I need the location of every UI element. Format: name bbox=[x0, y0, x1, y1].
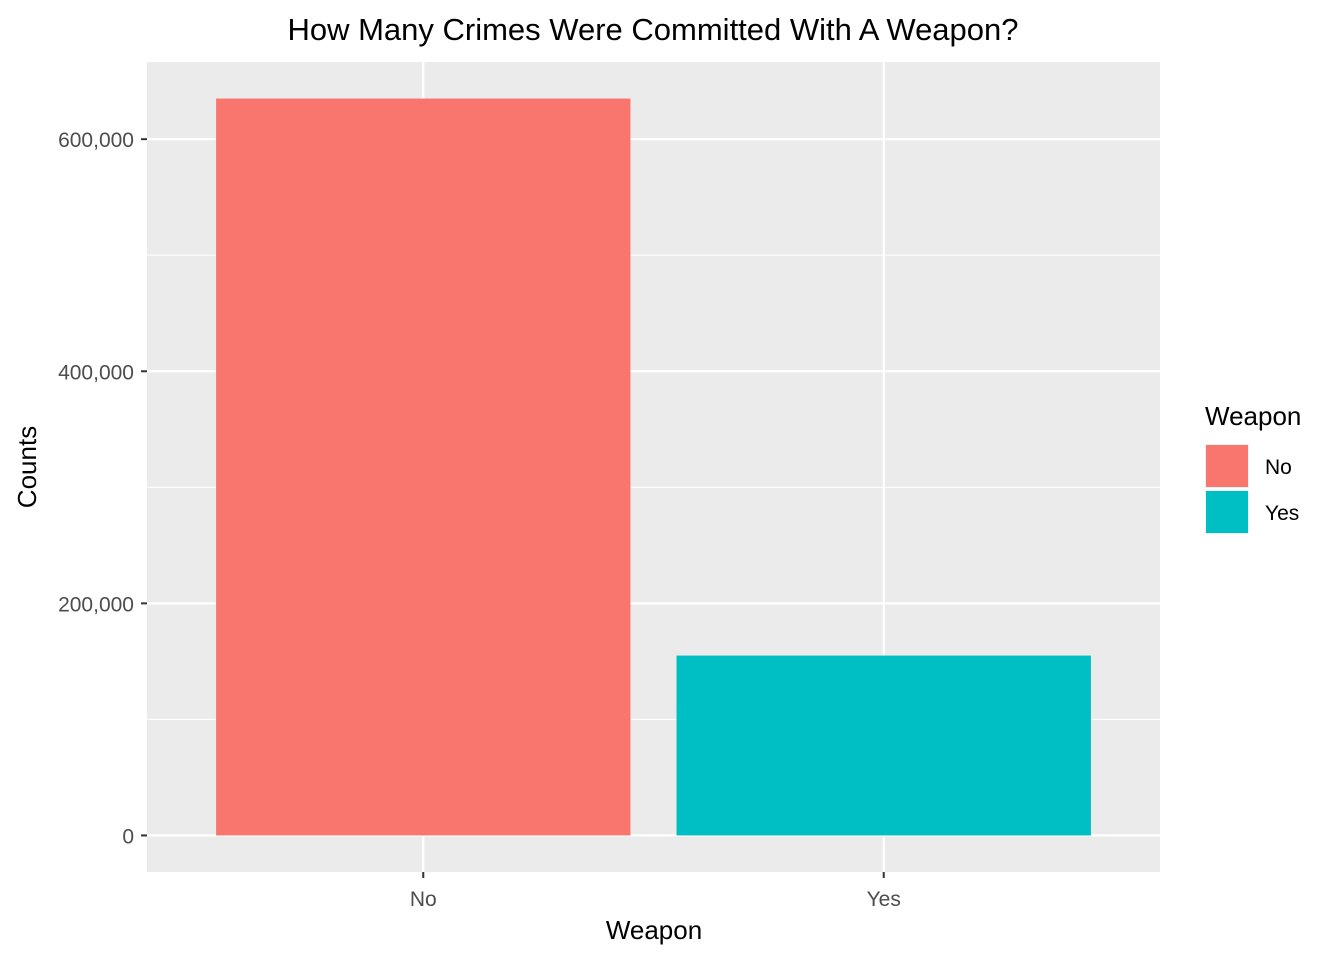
chart-title: How Many Crimes Were Committed With A We… bbox=[287, 12, 1018, 47]
legend-items: No Yes bbox=[1205, 444, 1299, 534]
y-axis-title: Counts bbox=[12, 426, 42, 508]
y-tick-label: 400,000 bbox=[58, 361, 134, 384]
legend: Weapon No Yes bbox=[1205, 401, 1301, 534]
y-tick-label: 600,000 bbox=[58, 129, 134, 152]
legend-swatch bbox=[1206, 491, 1248, 533]
x-tick-label: No bbox=[410, 888, 437, 911]
y-axis: 0 200,000 400,000 600,000 bbox=[58, 129, 147, 848]
y-tick-label: 200,000 bbox=[58, 593, 134, 616]
bars bbox=[216, 98, 1091, 836]
x-axis-title: Weapon bbox=[606, 915, 702, 945]
legend-label: Yes bbox=[1265, 502, 1299, 525]
bar-no bbox=[216, 98, 631, 836]
legend-title: Weapon bbox=[1205, 401, 1301, 431]
bar-yes bbox=[676, 655, 1091, 836]
x-tick-label: Yes bbox=[867, 888, 901, 911]
legend-label: No bbox=[1265, 456, 1292, 479]
legend-swatch bbox=[1206, 445, 1248, 487]
x-axis: No Yes bbox=[410, 872, 901, 911]
y-tick-label: 0 bbox=[122, 825, 134, 848]
